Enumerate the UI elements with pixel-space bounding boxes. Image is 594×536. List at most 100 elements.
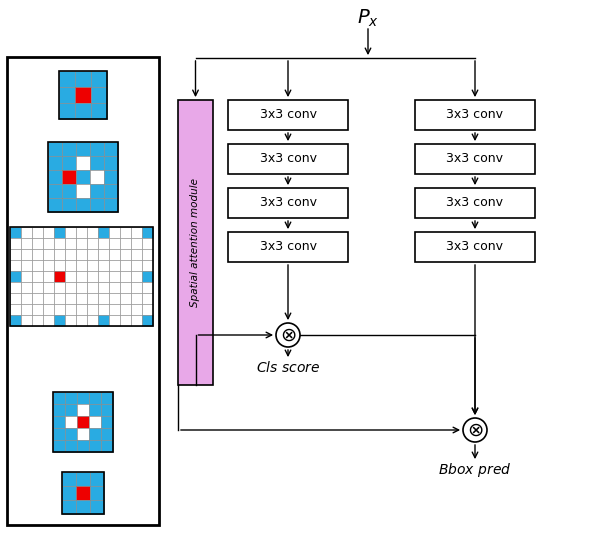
- Bar: [131, 271, 142, 282]
- Bar: [54, 271, 65, 282]
- Text: Spatial attention module: Spatial attention module: [191, 178, 201, 307]
- Bar: [65, 293, 76, 304]
- Bar: [77, 392, 89, 404]
- Bar: [76, 282, 87, 293]
- Bar: [101, 392, 113, 404]
- Bar: [120, 293, 131, 304]
- Bar: [98, 282, 109, 293]
- Bar: [109, 293, 120, 304]
- Bar: [228, 100, 348, 130]
- Bar: [54, 249, 65, 260]
- Bar: [142, 249, 153, 260]
- Bar: [10, 304, 21, 315]
- Bar: [109, 315, 120, 326]
- Text: $P_x$: $P_x$: [357, 8, 379, 28]
- Bar: [131, 304, 142, 315]
- Bar: [76, 184, 90, 198]
- Bar: [142, 227, 153, 238]
- Bar: [77, 416, 89, 428]
- Bar: [90, 156, 104, 170]
- Bar: [76, 170, 90, 184]
- Bar: [10, 282, 21, 293]
- Bar: [65, 227, 76, 238]
- Bar: [87, 293, 98, 304]
- Bar: [76, 260, 87, 271]
- Bar: [54, 293, 65, 304]
- Bar: [75, 71, 91, 87]
- Bar: [76, 293, 87, 304]
- Bar: [65, 282, 76, 293]
- Circle shape: [276, 323, 300, 347]
- Bar: [142, 260, 153, 271]
- Bar: [101, 428, 113, 440]
- Bar: [76, 156, 90, 170]
- Bar: [228, 232, 348, 262]
- Bar: [90, 472, 104, 486]
- Bar: [131, 260, 142, 271]
- Bar: [87, 282, 98, 293]
- Bar: [62, 486, 76, 500]
- Bar: [21, 293, 32, 304]
- Bar: [65, 304, 76, 315]
- Bar: [89, 416, 101, 428]
- Bar: [120, 304, 131, 315]
- Bar: [76, 249, 87, 260]
- Bar: [62, 156, 76, 170]
- Bar: [104, 184, 118, 198]
- Bar: [76, 142, 90, 156]
- Bar: [104, 156, 118, 170]
- Bar: [65, 392, 77, 404]
- Bar: [98, 260, 109, 271]
- Bar: [142, 282, 153, 293]
- Bar: [89, 440, 101, 452]
- Text: 3x3 conv: 3x3 conv: [447, 153, 504, 166]
- Bar: [415, 100, 535, 130]
- Bar: [10, 293, 21, 304]
- Bar: [98, 293, 109, 304]
- Text: ⊗: ⊗: [467, 421, 483, 440]
- Bar: [98, 315, 109, 326]
- Bar: [32, 249, 43, 260]
- Bar: [21, 227, 32, 238]
- Bar: [98, 227, 109, 238]
- Bar: [32, 304, 43, 315]
- Bar: [131, 238, 142, 249]
- Bar: [62, 142, 76, 156]
- Bar: [32, 260, 43, 271]
- Bar: [48, 184, 62, 198]
- Bar: [142, 304, 153, 315]
- Bar: [76, 304, 87, 315]
- Bar: [142, 315, 153, 326]
- Bar: [59, 71, 75, 87]
- Bar: [87, 304, 98, 315]
- Bar: [65, 271, 76, 282]
- Bar: [415, 232, 535, 262]
- Bar: [48, 170, 62, 184]
- Bar: [120, 315, 131, 326]
- Bar: [120, 249, 131, 260]
- Bar: [62, 184, 76, 198]
- Bar: [76, 271, 87, 282]
- Bar: [415, 144, 535, 174]
- Bar: [32, 293, 43, 304]
- Bar: [10, 249, 21, 260]
- Bar: [101, 416, 113, 428]
- Bar: [43, 249, 54, 260]
- Bar: [76, 227, 87, 238]
- Bar: [90, 142, 104, 156]
- Bar: [131, 315, 142, 326]
- Bar: [142, 271, 153, 282]
- Bar: [65, 315, 76, 326]
- Bar: [43, 282, 54, 293]
- Bar: [101, 404, 113, 416]
- Bar: [142, 293, 153, 304]
- Bar: [109, 304, 120, 315]
- Bar: [142, 238, 153, 249]
- Bar: [59, 87, 75, 103]
- Bar: [62, 472, 76, 486]
- Bar: [43, 238, 54, 249]
- Bar: [32, 271, 43, 282]
- Bar: [98, 249, 109, 260]
- Text: $Bbox\ pred$: $Bbox\ pred$: [438, 461, 511, 479]
- Circle shape: [463, 418, 487, 442]
